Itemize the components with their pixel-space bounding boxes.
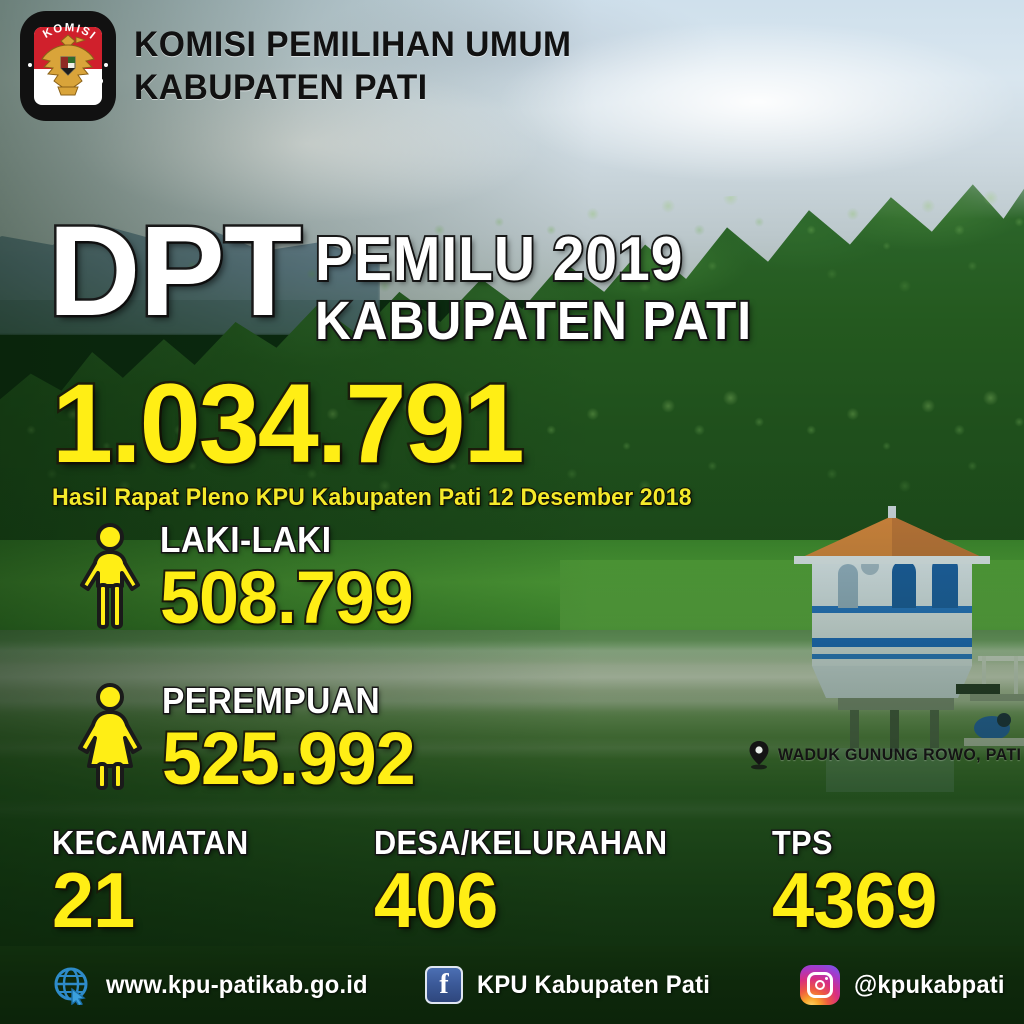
location-label: WADUK GUNUNG ROWO, PATI xyxy=(778,745,1022,764)
stat-tps-value: 4369 xyxy=(770,856,939,944)
title-line-pemilu: PEMILU 2019 xyxy=(313,225,684,294)
title-line-kabupaten: KABUPATEN PATI xyxy=(313,290,753,351)
facebook-icon: f xyxy=(425,966,463,1004)
map-pin-icon xyxy=(749,741,769,770)
title-block: DPT PEMILU 2019 KABUPATEN PATI xyxy=(46,200,790,351)
female-figure-icon xyxy=(76,682,144,797)
footer-website[interactable]: www.kpu-patikab.go.id xyxy=(52,965,382,1005)
total-dpt-value: 1.034.791 xyxy=(50,361,528,486)
gender-row-female: PEREMPUAN 525.992 xyxy=(76,679,423,800)
kpu-logo-icon: KOMISI PEMILIHAN UMUM xyxy=(11,0,116,121)
gender-row-male: LAKI-LAKI 508.799 xyxy=(78,519,421,639)
male-value: 508.799 xyxy=(158,556,416,639)
female-label: PEREMPUAN xyxy=(161,679,381,721)
stat-kecamatan-label: KECAMATAN xyxy=(51,824,250,861)
photo-location-credit: WADUK GUNUNG ROWO, PATI xyxy=(748,740,1024,770)
stat-desa-value: 406 xyxy=(372,856,500,944)
kpu-logo: KOMISI PEMILIHAN UMUM xyxy=(11,0,120,125)
female-value: 525.992 xyxy=(160,716,418,800)
globe-web-icon xyxy=(54,967,88,1005)
stat-tps-label: TPS xyxy=(771,824,834,861)
stat-kecamatan: KECAMATAN 21 xyxy=(50,824,263,944)
male-label: LAKI-LAKI xyxy=(159,519,333,560)
header-line-2: KABUPATEN PATI xyxy=(134,68,428,107)
dpt-acronym: DPT xyxy=(46,200,305,343)
stat-kecamatan-value: 21 xyxy=(50,856,137,944)
footer-instagram-label: @kpukabpati xyxy=(854,970,1005,999)
poster-footer: www.kpu-patikab.go.id f KPU Kabupaten Pa… xyxy=(0,946,1024,1024)
instagram-icon xyxy=(800,965,840,1005)
footer-website-label: www.kpu-patikab.go.id xyxy=(106,970,368,999)
stat-desa-kelurahan: DESA/KELURAHAN 406 xyxy=(372,824,689,944)
header-title-block: KOMISI PEMILIHAN UMUM KABUPATEN PATI xyxy=(134,23,590,109)
footer-instagram[interactable]: @kpukabpati xyxy=(800,965,1013,1005)
header-line-1: KOMISI PEMILIHAN UMUM xyxy=(134,24,572,64)
poster-header: KOMISI PEMILIHAN UMUM KOMISI PEMILIHAN U… xyxy=(0,0,1024,132)
stat-desa-label: DESA/KELURAHAN xyxy=(373,824,669,861)
footer-band xyxy=(0,946,1024,1024)
footer-facebook-label: KPU Kabupaten Pati xyxy=(477,970,711,999)
plenary-note: Hasil Rapat Pleno KPU Kabupaten Pati 12 … xyxy=(51,483,693,512)
footer-facebook[interactable]: f KPU Kabupaten Pati xyxy=(425,966,722,1004)
male-figure-icon xyxy=(78,522,142,635)
stat-tps: TPS 4369 xyxy=(770,824,942,944)
